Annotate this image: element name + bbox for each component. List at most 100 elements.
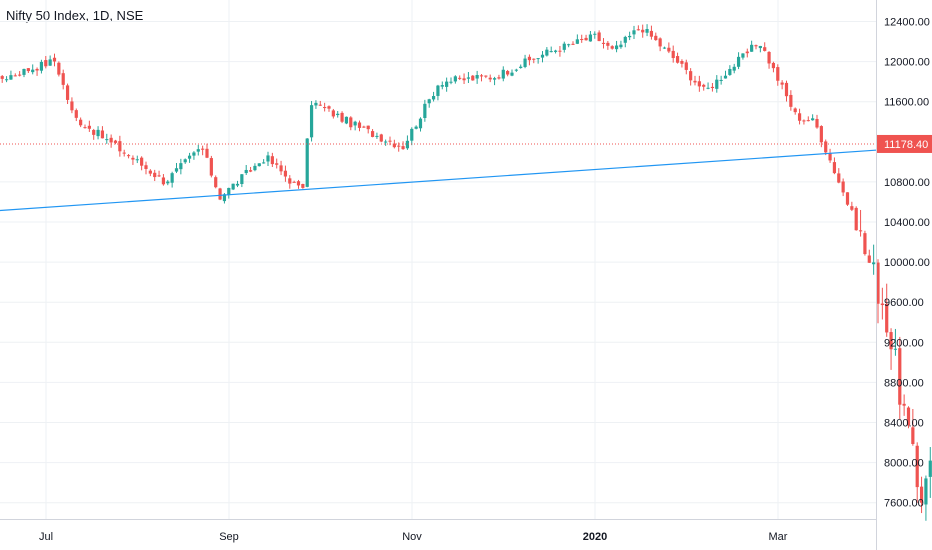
y-tick-label: 7600.00 <box>884 498 924 510</box>
candle-body <box>462 78 466 81</box>
candle-body <box>166 181 170 184</box>
candle-body <box>187 155 192 159</box>
candle-body <box>492 78 497 80</box>
candle-body <box>427 99 431 104</box>
candle-body <box>122 152 126 154</box>
candle-body <box>375 135 379 137</box>
x-tick-label: 2020 <box>583 531 607 543</box>
candle-body <box>911 427 915 444</box>
candle-body <box>214 177 218 188</box>
candle-body <box>632 30 636 35</box>
candle-body <box>680 61 684 64</box>
y-tick-label: 9200.00 <box>884 337 924 349</box>
candle-body <box>18 74 22 76</box>
candle-body <box>736 56 741 67</box>
last-price-label: 11178.40 <box>884 139 928 151</box>
candle-body <box>423 103 427 118</box>
candle-body <box>336 113 340 116</box>
candle-body <box>87 125 91 129</box>
candle-body <box>832 162 837 174</box>
candle-body <box>732 66 736 71</box>
candle-body <box>802 120 806 122</box>
candle-body <box>771 62 776 69</box>
candle-body <box>314 102 318 106</box>
candle-body <box>745 51 749 54</box>
candle-body <box>806 120 810 122</box>
candle-body <box>863 233 867 255</box>
candle-body <box>384 141 388 143</box>
candle-body <box>135 159 139 161</box>
y-tick-label: 11600.00 <box>884 97 929 109</box>
candle-body <box>519 66 523 69</box>
candle-body <box>70 101 74 111</box>
x-tick-label: Jul <box>39 531 53 543</box>
candle-body <box>601 42 606 44</box>
candle-body <box>479 75 484 77</box>
candle-body <box>279 165 283 172</box>
candle-body <box>240 174 244 185</box>
candle-body <box>109 137 113 143</box>
candle-body <box>144 165 148 169</box>
candle-body <box>431 96 436 100</box>
candle-body <box>584 37 588 41</box>
candle-body <box>397 145 401 147</box>
candle-body <box>344 116 349 124</box>
candle-body <box>283 170 288 177</box>
candle-body <box>74 110 78 118</box>
time-axis[interactable]: JulSepNov2020MarMayJulSepNov <box>39 531 932 543</box>
candle-body <box>819 126 823 143</box>
candle-body <box>536 58 540 60</box>
candle-body <box>48 59 52 66</box>
candle-body <box>593 33 597 35</box>
candle-body <box>79 119 83 126</box>
candle-body <box>845 192 850 205</box>
candle-body <box>131 157 135 160</box>
candle-body <box>183 159 187 163</box>
candle-body <box>675 56 680 63</box>
candle-body <box>854 207 858 231</box>
candle-body <box>610 46 614 49</box>
candle-body <box>588 34 593 42</box>
candle-body <box>789 94 793 107</box>
candle-body <box>671 50 675 59</box>
candle-body <box>445 81 449 87</box>
candle-body <box>39 61 44 71</box>
candle-body <box>741 53 745 58</box>
candle-body <box>558 50 562 52</box>
candle-body <box>549 51 553 53</box>
candle-body <box>797 113 802 121</box>
candle-body <box>222 194 227 202</box>
candle-body <box>9 75 13 80</box>
candle-body <box>876 262 880 304</box>
grid <box>0 0 876 519</box>
candle-body <box>606 42 610 46</box>
candle-body <box>100 130 105 139</box>
candle-body <box>410 128 414 141</box>
candle-body <box>750 44 754 52</box>
candle-body <box>654 35 658 41</box>
candle-body <box>893 348 898 350</box>
candle-body <box>0 76 4 79</box>
candle-body <box>619 44 623 48</box>
candle-body <box>126 155 131 157</box>
candle-body <box>811 118 815 121</box>
candle-body <box>357 122 362 128</box>
candle-body <box>919 486 924 503</box>
candle-body <box>597 32 601 42</box>
trendline[interactable] <box>0 92 932 214</box>
candle-body <box>562 43 566 50</box>
candle-body <box>170 173 174 183</box>
candle-body <box>218 188 222 200</box>
candle-body <box>57 62 61 75</box>
candle-body <box>719 79 723 81</box>
candle-body <box>196 149 200 152</box>
candle-body <box>340 112 344 122</box>
price-axis[interactable]: 12400.00 12000.00 11600.00 10800.00 10400.00… <box>884 16 930 509</box>
candle-body <box>758 45 762 49</box>
candle-body <box>575 39 579 44</box>
candle-body <box>872 262 876 265</box>
y-tick-label: 10800.00 <box>884 177 930 189</box>
candle-body <box>684 62 688 70</box>
candle-body <box>841 181 845 193</box>
